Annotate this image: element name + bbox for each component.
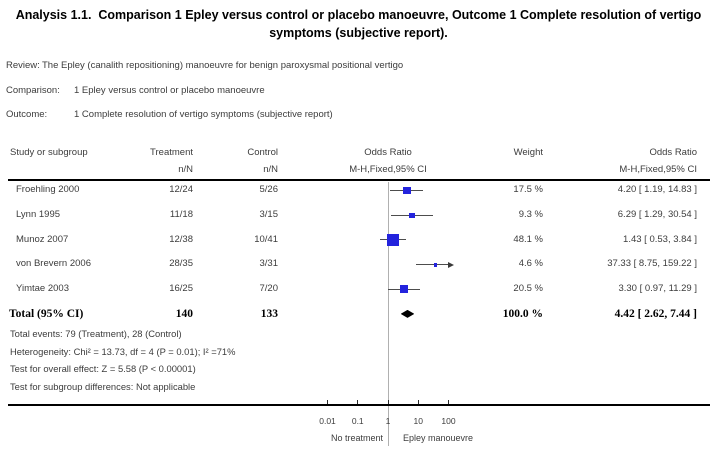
- column-header-control: Control: [247, 147, 278, 158]
- treatment-nn: 11/18: [169, 209, 193, 221]
- study-row: Yimtae 2003 16/25 7/20 20.5 % 3.30 [ 0.97, 1…: [0, 277, 717, 302]
- study-name: von Brevern 2006: [16, 258, 91, 270]
- footnote-subgroup-differences: Test for subgroup differences: Not appli…: [10, 380, 196, 392]
- column-subheader-treatment-nn: n/N: [178, 164, 193, 175]
- total-control-n: 133: [260, 307, 278, 320]
- column-subheader-mh-fixed-ci-plot: M-H,Fixed,95% CI: [349, 164, 427, 175]
- or-ci-value: 37.33 [ 8.75, 159.22 ]: [607, 258, 697, 270]
- x-axis-tick-label: 0.1: [351, 416, 364, 426]
- footnote-heterogeneity: Heterogeneity: Chi² = 13.73, df = 4 (P =…: [10, 345, 236, 357]
- outcome-value: 1 Complete resolution of vertigo symptom…: [74, 109, 333, 120]
- weight-value: 48.1 %: [513, 233, 543, 245]
- x-axis-tick-label: 10: [413, 416, 423, 426]
- review-label: Review:: [6, 60, 40, 71]
- study-row: Munoz 2007 12/38 10/41 48.1 % 1.43 [ 0.53, 3…: [0, 228, 717, 253]
- weight-value: 17.5 %: [513, 184, 543, 196]
- footnote-total-events: Total events: 79 (Treatment), 28 (Contro…: [10, 328, 182, 339]
- column-subheader-mh-fixed-ci-text: M-H,Fixed,95% CI: [619, 164, 697, 175]
- figure-title: Analysis 1.1. Comparison 1 Epley versus …: [15, 8, 705, 40]
- column-subheader-control-nn: n/N: [263, 164, 278, 175]
- x-axis-tick-label: 100: [441, 416, 456, 426]
- x-axis-tick-label: 0.01: [319, 416, 336, 426]
- header-rule: [8, 179, 710, 181]
- column-header-treatment: Treatment: [150, 147, 193, 158]
- or-point-square: [403, 187, 411, 195]
- column-header-odds-ratio-text: Odds Ratio: [649, 147, 697, 158]
- or-point-square: [409, 212, 415, 218]
- axis-label-right: Epley manouevre: [403, 433, 474, 443]
- total-row: Total (95% CI) 140 133 100.0 % 4.42 [ 2.…: [0, 302, 717, 327]
- x-axis-tick: [417, 400, 419, 404]
- study-name: Munoz 2007: [16, 233, 69, 245]
- column-header-weight: Weight: [513, 147, 543, 158]
- outcome-line: Outcome: 1 Complete resolution of vertig…: [0, 109, 717, 121]
- total-label: Total (95% CI): [9, 307, 84, 320]
- or-ci-value: 3.30 [ 0.97, 11.29 ]: [618, 283, 697, 294]
- total-treatment-n: 140: [175, 307, 193, 320]
- review-line: Review: The Epley (canalith repositionin…: [0, 60, 717, 72]
- treatment-nn: 28/35: [169, 258, 193, 270]
- control-nn: 7/20: [259, 283, 279, 294]
- weight-value: 20.5 %: [513, 283, 543, 294]
- outcome-label: Outcome:: [6, 109, 48, 120]
- control-nn: 3/31: [259, 258, 279, 270]
- or-ci-value: 1.43 [ 0.53, 3.84 ]: [623, 233, 697, 245]
- x-axis-line: [8, 404, 710, 406]
- treatment-nn: 12/24: [169, 184, 193, 196]
- control-nn: 3/15: [259, 209, 279, 221]
- weight-value: 4.6 %: [518, 258, 543, 270]
- total-or-ci: 4.42 [ 2.62, 7.44 ]: [614, 307, 697, 320]
- total-diamond: [400, 309, 415, 318]
- x-axis-tick-label: 1: [385, 416, 391, 426]
- comparison-label: Comparison:: [6, 85, 60, 96]
- ci-line: [416, 264, 449, 266]
- reference-line-or-1: [388, 182, 389, 446]
- study-row: von Brevern 2006 28/35 3/31 4.6 % 37.33 [ 8.…: [0, 252, 717, 277]
- or-ci-value: 4.20 [ 1.19, 14.83 ]: [617, 184, 697, 196]
- comparison-line: Comparison: 1 Epley versus control or pl…: [0, 85, 717, 97]
- or-point-square: [399, 285, 408, 294]
- study-name: Lynn 1995: [16, 209, 61, 221]
- or-point-square: [386, 233, 399, 247]
- footnote-overall-effect: Test for overall effect: Z = 5.58 (P < 0…: [10, 363, 196, 374]
- x-axis-tick: [387, 400, 389, 404]
- study-name: Froehling 2000: [16, 184, 80, 196]
- treatment-nn: 12/38: [169, 233, 193, 245]
- x-axis-tick: [327, 400, 328, 404]
- weight-value: 9.3 %: [518, 209, 543, 221]
- comparison-value: 1 Epley versus control or placebo manoeu…: [74, 85, 265, 96]
- treatment-nn: 16/25: [169, 283, 193, 294]
- study-row: Froehling 2000 12/24 5/26 17.5 % 4.20 [ 1.19…: [0, 178, 717, 203]
- study-row: Lynn 1995 11/18 3/15 9.3 % 6.29 [ 1.29, 30.5…: [0, 203, 717, 228]
- x-axis-tick: [448, 400, 449, 404]
- control-nn: 5/26: [259, 184, 279, 196]
- or-ci-value: 6.29 [ 1.29, 30.54 ]: [617, 209, 697, 221]
- study-name: Yimtae 2003: [16, 283, 69, 294]
- axis-label-left: No treatment: [330, 433, 383, 443]
- or-point-square: [433, 262, 438, 267]
- x-axis-tick: [357, 400, 359, 404]
- ci-arrow-right-icon: [447, 261, 454, 268]
- column-header-odds-ratio-plot: Odds Ratio: [364, 147, 412, 158]
- review-value: The Epley (canalith repositioning) manoe…: [42, 60, 404, 71]
- control-nn: 10/41: [254, 233, 278, 245]
- column-header-study: Study or subgroup: [10, 147, 88, 158]
- total-weight: 100.0 %: [502, 307, 543, 320]
